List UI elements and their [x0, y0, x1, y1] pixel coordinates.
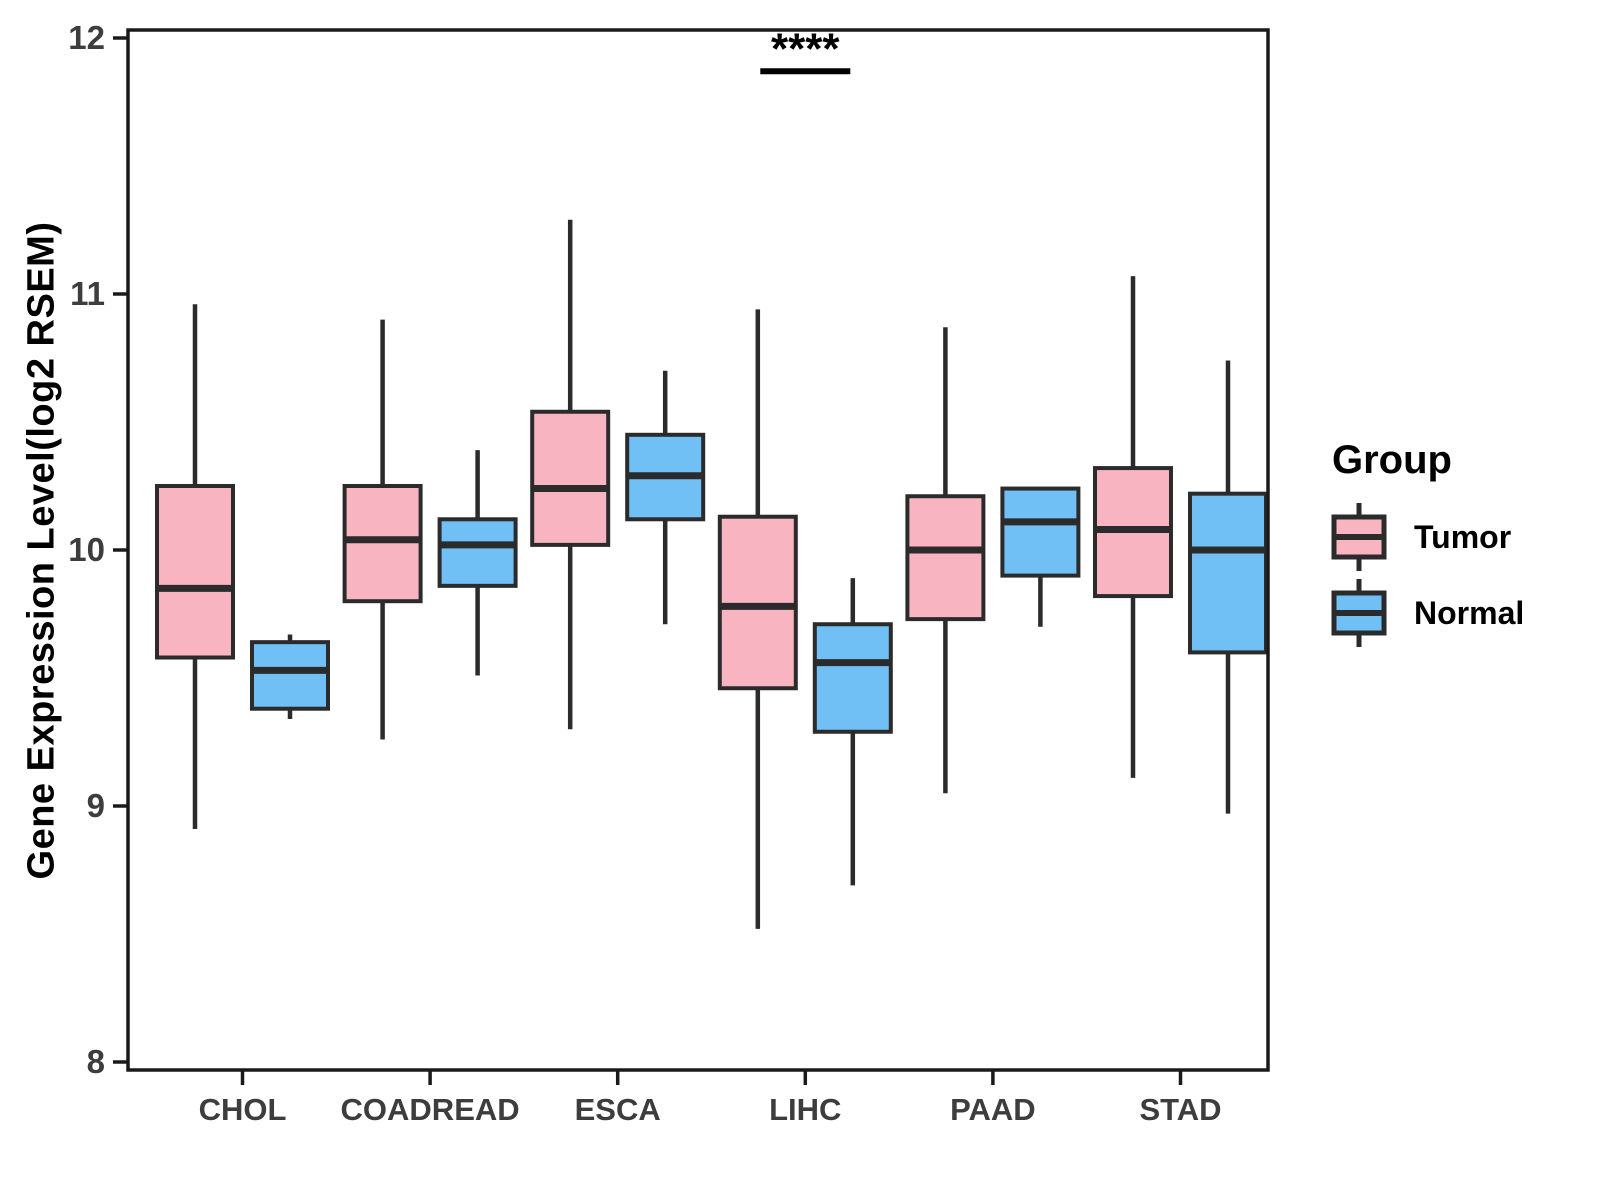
legend-title: Group: [1332, 438, 1452, 482]
x-tick-label-paad: PAAD: [950, 1092, 1036, 1127]
legend-item-tumor: Tumor: [1330, 501, 1590, 573]
box-normal-stad: [1188, 491, 1268, 655]
box-tumor-esca: [530, 409, 611, 547]
box-normal-paad: [1000, 486, 1081, 578]
boxplot-key-icon: [1331, 503, 1387, 571]
box-normal-coadread: [437, 517, 518, 588]
x-tick-label-coadread: COADREAD: [341, 1092, 520, 1127]
box-normal-chol: [250, 640, 330, 711]
legend-item-normal: Normal: [1330, 577, 1590, 649]
y-tick-label-12: 12: [68, 19, 105, 56]
box-tumor-paad: [905, 494, 986, 622]
y-tick-label-9: 9: [87, 787, 105, 824]
x-tick-label-chol: CHOL: [199, 1092, 287, 1127]
boxplot-key-icon: [1331, 579, 1387, 647]
y-tick-label-11: 11: [70, 275, 105, 312]
x-tick-label-lihc: LIHC: [769, 1092, 841, 1127]
box-normal-lihc: [812, 622, 893, 734]
box-tumor-lihc: [717, 514, 798, 691]
legend: Group Tumor Normal: [1330, 438, 1590, 651]
legend-label-tumor: Tumor: [1414, 518, 1512, 555]
significance-stars: ****: [771, 24, 840, 73]
box-tumor-chol: [155, 484, 235, 660]
x-tick-label-stad: STAD: [1139, 1092, 1221, 1127]
box-tumor-coadread: [342, 484, 423, 604]
panel-border: [126, 28, 1270, 1072]
y-tick-label-8: 8: [87, 1043, 105, 1080]
y-tick-label-10: 10: [68, 531, 105, 568]
x-tick-label-esca: ESCA: [575, 1092, 661, 1127]
legend-label-normal: Normal: [1414, 594, 1525, 631]
